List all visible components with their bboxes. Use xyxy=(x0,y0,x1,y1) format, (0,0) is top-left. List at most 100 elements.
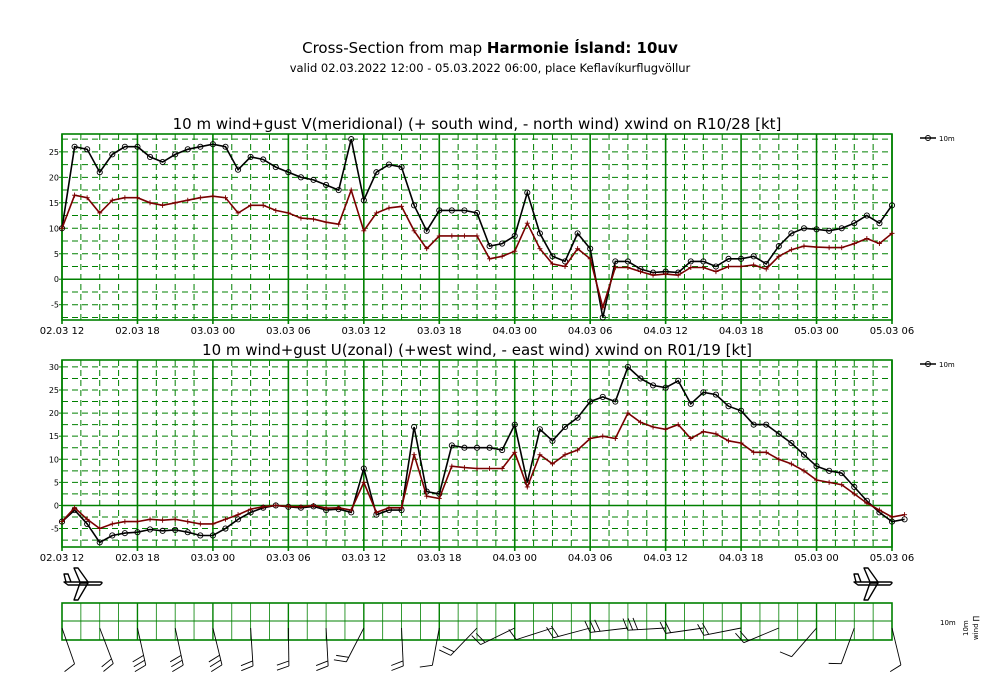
data-point xyxy=(423,227,430,234)
data-point xyxy=(449,463,455,469)
data-point xyxy=(738,263,744,269)
data-point xyxy=(575,447,581,453)
data-point xyxy=(336,505,342,511)
data-point xyxy=(814,477,820,483)
data-point xyxy=(637,419,643,425)
x-tick-label: 05.03 06 xyxy=(870,326,915,337)
data-point xyxy=(575,246,581,252)
data-point xyxy=(499,466,505,472)
main-title-prefix: Cross-Section from map xyxy=(302,39,487,57)
data-point xyxy=(738,255,745,262)
data-point xyxy=(889,514,895,520)
data-point xyxy=(297,174,304,181)
data-point xyxy=(549,261,555,267)
x-tick-label: 04.03 12 xyxy=(643,326,688,337)
data-point xyxy=(461,233,467,239)
data-point xyxy=(360,465,367,472)
data-point xyxy=(851,483,858,491)
data-point xyxy=(687,258,694,265)
data-point xyxy=(587,398,594,405)
data-point xyxy=(71,143,78,150)
wind-barb-feather xyxy=(664,621,672,633)
wind-barb-staff xyxy=(174,627,184,666)
data-point xyxy=(298,504,304,510)
data-point xyxy=(222,516,228,522)
data-point xyxy=(700,258,707,265)
data-point xyxy=(486,444,493,451)
data-point xyxy=(461,444,468,451)
data-point xyxy=(537,246,543,252)
data-point xyxy=(222,143,229,150)
data-point xyxy=(184,146,191,153)
wind-barb-staff xyxy=(250,627,254,666)
wind-barb-feather xyxy=(241,665,254,672)
data-point xyxy=(411,228,417,234)
data-point xyxy=(700,429,706,435)
wind-barb-feather xyxy=(735,632,745,643)
data-point xyxy=(184,529,191,536)
wind-barb-feather xyxy=(622,618,629,631)
data-point xyxy=(800,451,808,458)
data-point xyxy=(285,210,291,216)
data-point xyxy=(197,143,204,150)
data-point xyxy=(650,272,656,278)
wind-barb-staff xyxy=(431,627,440,666)
x-tick-label: 05.03 00 xyxy=(794,553,839,564)
data-point xyxy=(876,220,883,227)
legend-marker xyxy=(925,135,931,141)
data-point xyxy=(424,246,430,252)
y-tick-label: 5 xyxy=(54,478,59,487)
data-point xyxy=(751,262,757,268)
data-point xyxy=(336,221,342,227)
data-point xyxy=(713,269,719,275)
data-point xyxy=(172,526,179,533)
data-point xyxy=(713,431,719,437)
panel-v-meridional: 10 m wind+gust V(meridional) (+ south wi… xyxy=(40,115,955,337)
data-point xyxy=(826,227,833,234)
wind-barb-feather xyxy=(739,630,749,642)
data-point xyxy=(84,516,90,522)
data-point xyxy=(813,463,820,470)
data-point xyxy=(511,232,518,239)
wind-barb-staff xyxy=(840,627,855,664)
y-tick-label: 30 xyxy=(49,363,59,372)
data-point xyxy=(386,505,392,511)
data-point xyxy=(235,210,241,216)
wind-barb-feather xyxy=(209,659,222,668)
wind-barb-feather xyxy=(550,625,559,637)
y-tick-label: -5 xyxy=(51,525,59,534)
wind-barb-feather xyxy=(471,635,481,645)
data-point xyxy=(298,215,304,221)
data-point xyxy=(160,202,166,208)
wind-barb-panel: 10m 10m wind ∏ xyxy=(61,567,980,673)
x-tick-label: 04.03 06 xyxy=(568,326,613,337)
data-point xyxy=(839,245,845,251)
wind-barb-feather xyxy=(546,626,554,639)
data-point xyxy=(185,197,191,203)
wind-barb-feather xyxy=(315,660,329,667)
x-tick-label: 03.03 12 xyxy=(342,553,387,564)
wind-barb-feather xyxy=(171,659,183,668)
data-point xyxy=(725,255,732,262)
data-point xyxy=(209,141,216,148)
data-point xyxy=(398,164,405,171)
data-point xyxy=(663,426,669,432)
data-point xyxy=(373,210,379,216)
data-point xyxy=(172,200,178,206)
legend-marker xyxy=(925,361,931,367)
wind-barb-staff xyxy=(703,627,742,636)
data-point xyxy=(612,398,619,405)
data-point xyxy=(222,195,228,201)
data-point xyxy=(285,503,291,509)
wind-barb-feather xyxy=(133,659,145,668)
main-title-bold: Harmonie Ísland: 10uv xyxy=(486,39,678,57)
y-tick-label: 0 xyxy=(54,275,59,284)
y-tick-label: 0 xyxy=(54,501,59,510)
data-point xyxy=(876,507,882,513)
data-point xyxy=(122,519,128,525)
data-point xyxy=(813,226,820,233)
wind-barb-feather xyxy=(240,660,253,667)
data-point xyxy=(361,479,367,485)
x-tick-label: 03.03 00 xyxy=(191,326,236,337)
data-point xyxy=(172,516,178,522)
